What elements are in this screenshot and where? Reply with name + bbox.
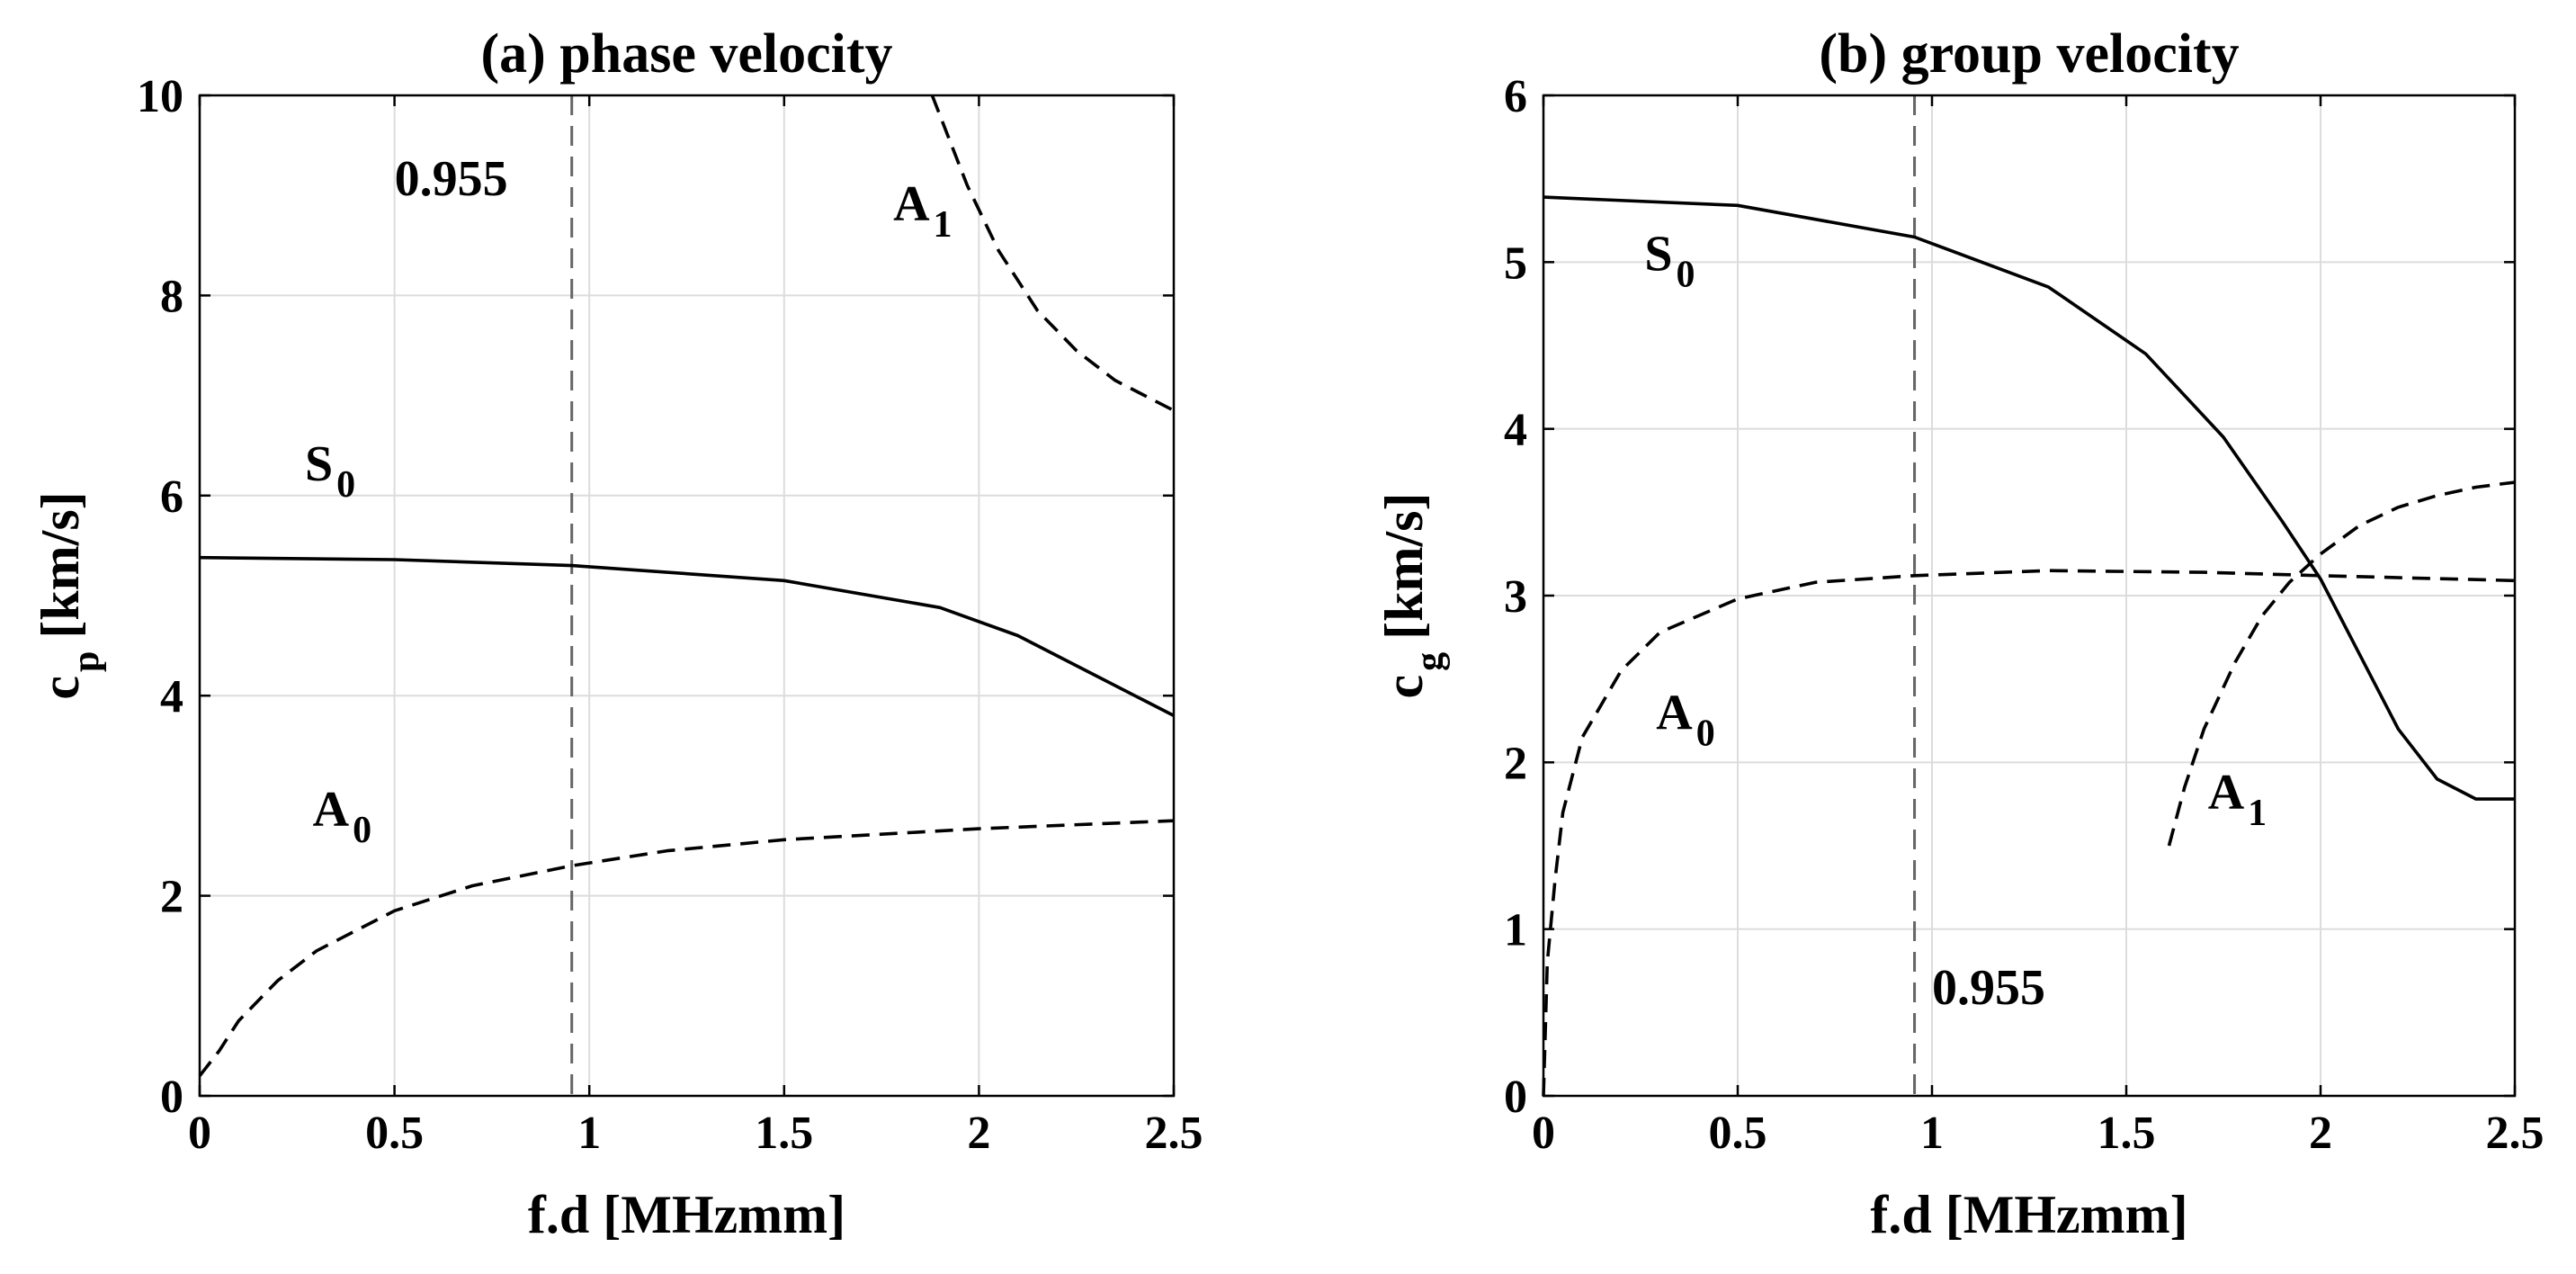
x-axis-label: f.d [MHzmm] <box>1870 1185 2187 1244</box>
series-label-a1: A1 <box>893 176 952 246</box>
series-line-a0 <box>1542 569 2516 1097</box>
axes-box <box>198 94 1176 1098</box>
x-tick-label: 2.5 <box>1145 1108 1203 1159</box>
y-axis-label: cp[km/s] <box>31 491 107 699</box>
y-tick-label: 4 <box>160 671 183 722</box>
y-tick-label: 1 <box>1504 905 1527 956</box>
y-tick-label: 3 <box>1504 571 1527 623</box>
y-tick-label: 6 <box>160 471 183 523</box>
x-tick-label: 1.5 <box>755 1108 813 1159</box>
chart-title: (b) group velocity <box>1819 23 2239 85</box>
x-axis-label: f.d [MHzmm] <box>528 1185 845 1244</box>
x-tick-label: 1.5 <box>2097 1108 2156 1159</box>
y-tick-label: 8 <box>160 271 183 322</box>
series-label-a0: A0 <box>313 782 371 851</box>
series-label-s0: S0 <box>1644 227 1695 296</box>
chart-panel-1: 0.955 S0 A0 A1 0 0.5 1 1.5 2 2.5 0 1 2 3 4 5 6 (b) group … <box>1374 23 2545 1244</box>
chart-title: (a) phase velocity <box>480 23 892 85</box>
x-tick-label: 0.5 <box>1709 1108 1767 1159</box>
y-tick-label: 6 <box>1504 71 1527 122</box>
y-axis-label: cg[km/s] <box>1374 493 1451 699</box>
x-tick-label: 0 <box>188 1108 211 1159</box>
y-tick-label: 4 <box>1504 405 1527 456</box>
reference-line-label: 0.955 <box>1932 960 2045 1016</box>
y-tick-label: 10 <box>137 71 183 122</box>
series-line-a1 <box>2167 480 2516 847</box>
series-label-a0: A0 <box>1656 685 1714 754</box>
y-tick-label: 2 <box>160 872 183 923</box>
x-tick-label: 1 <box>577 1108 601 1159</box>
y-tick-label: 0 <box>160 1072 183 1123</box>
series-label-s0: S0 <box>305 436 355 506</box>
x-tick-label: 2.5 <box>2486 1108 2545 1159</box>
x-tick-label: 2 <box>967 1108 990 1159</box>
y-tick-label: 5 <box>1504 238 1527 289</box>
chart-panel-0: 0.955 S0 A0 A1 0 0.5 1 1.5 2 2.5 0 2 4 6 8 10 (a) phase … <box>31 23 1203 1244</box>
x-tick-label: 2 <box>2309 1108 2332 1159</box>
x-tick-label: 0 <box>1532 1108 1555 1159</box>
y-tick-label: 0 <box>1504 1072 1527 1123</box>
series-line-a1 <box>930 94 1175 412</box>
series-line-s0 <box>1543 195 2515 801</box>
x-tick-label: 0.5 <box>365 1108 424 1159</box>
series-label-a1: A1 <box>2208 765 2267 834</box>
x-tick-label: 1 <box>1920 1108 1944 1159</box>
reference-line-label: 0.955 <box>395 151 508 207</box>
series-line-a0 <box>198 819 1175 1077</box>
series-line-s0 <box>199 555 1175 718</box>
y-tick-label: 2 <box>1504 738 1527 789</box>
